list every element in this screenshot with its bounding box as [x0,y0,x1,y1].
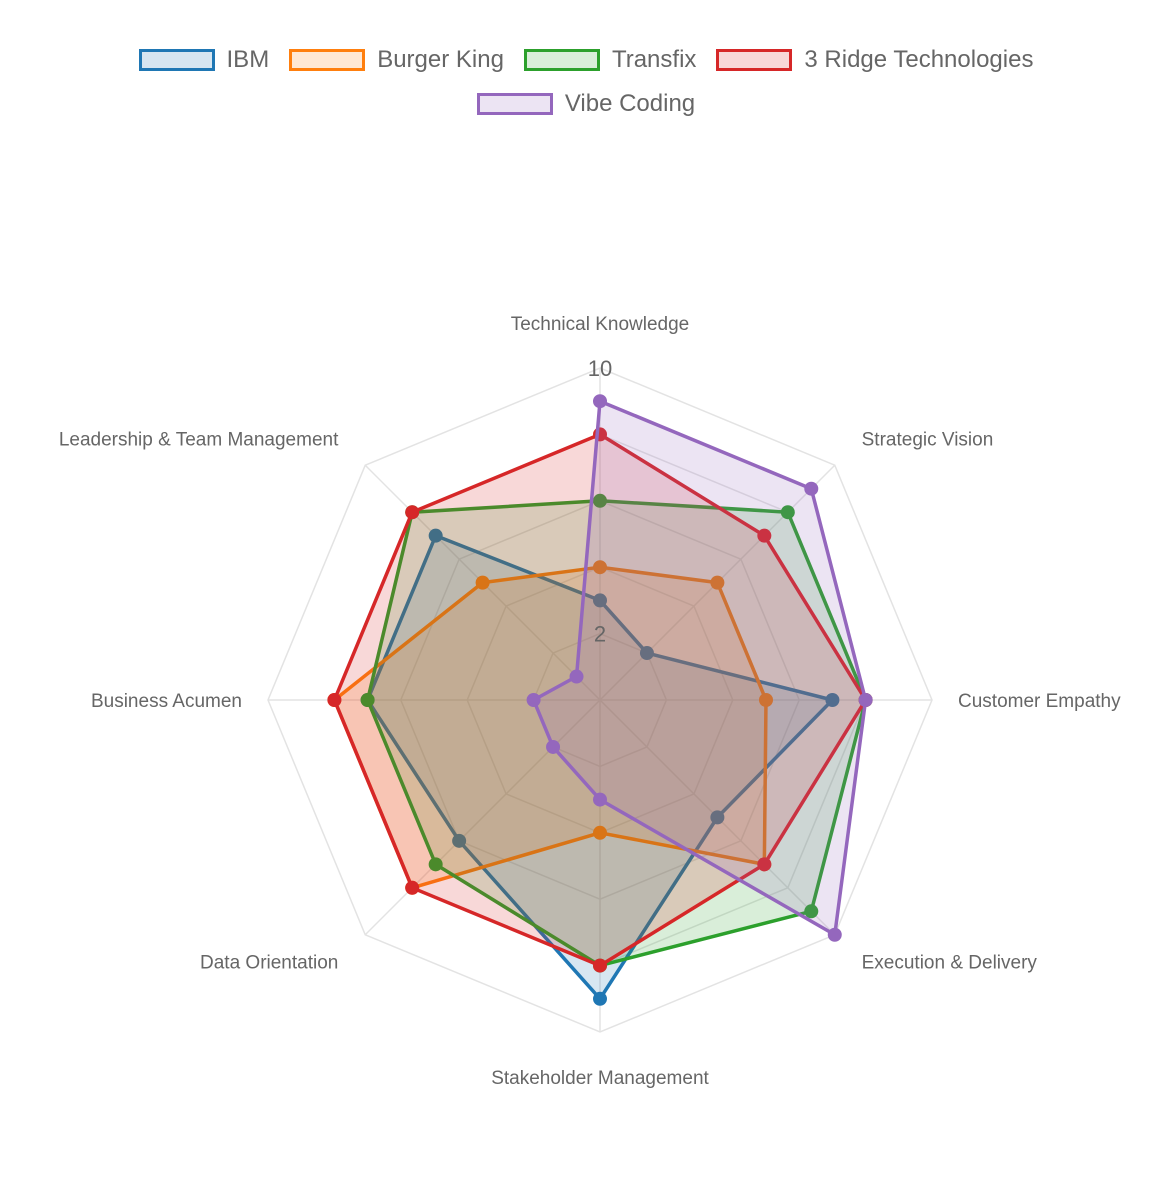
point-burger-king-stakeholder-management[interactable] [593,825,607,840]
point-3-ridge-technologies-stakeholder-management[interactable] [593,958,607,973]
radar-axis-labels: Technical Knowledge Strategic Vision Custo… [59,314,1121,1089]
legend-item-3-ridge-technologies[interactable]: 3 Ridge Technologies [716,46,1033,74]
point-vibe-coding-execution-and-delivery[interactable] [827,927,842,942]
legend-label-burger-king: Burger King [377,46,504,73]
radar-series [327,394,873,1006]
legend-swatch-burger-king [289,49,366,71]
point-transfix-business-acumen[interactable] [360,693,375,707]
radar-ticks: 2 10 [588,356,612,647]
point-burger-king-leadership-and-team-management[interactable] [475,575,490,590]
legend-row-2: Vibe Coding [0,82,1172,126]
point-vibe-coding-strategic-vision[interactable] [804,481,819,496]
legend-item-vibe-coding[interactable]: Vibe Coding [476,90,696,118]
point-ibm-strategic-vision[interactable] [639,646,654,661]
axis-label-stakeholder-management: Stakeholder Management [491,1068,709,1089]
point-ibm-customer-empathy[interactable] [825,693,840,707]
legend-swatch-transfix [523,49,600,71]
legend-swatch-3-ridge-technologies [716,49,793,71]
point-burger-king-strategic-vision[interactable] [710,575,725,590]
legend: IBM Burger King Transfix 3 Ridge Technol… [0,38,1172,126]
legend-row-1: IBM Burger King Transfix 3 Ridge Technol… [0,38,1172,82]
point-transfix-execution-and-delivery[interactable] [804,904,819,919]
legend-label-3-ridge-technologies: 3 Ridge Technologies [804,46,1034,73]
axis-label-leadership-and-team-management: Leadership & Team Management [59,429,339,450]
series-vibe-coding [526,394,873,942]
grid-spoke-data-orientation [364,699,601,936]
axis-label-data-orientation: Data Orientation [200,953,338,974]
legend-label-vibe-coding: Vibe Coding [564,90,696,117]
point-3-ridge-technologies-leadership-and-team-management[interactable] [405,505,420,520]
point-ibm-execution-and-delivery[interactable] [710,810,725,825]
tick-label-10: 10 [588,356,612,381]
point-ibm-technical-knowledge[interactable] [593,593,607,608]
legend-swatch-vibe-coding [476,93,553,115]
point-vibe-coding-leadership-and-team-management[interactable] [569,669,584,684]
point-ibm-stakeholder-management[interactable] [593,991,607,1006]
legend-item-burger-king[interactable]: Burger King [289,46,504,74]
point-vibe-coding-data-orientation[interactable] [546,739,561,754]
point-ibm-data-orientation[interactable] [452,833,467,848]
point-3-ridge-technologies-business-acumen[interactable] [327,693,342,707]
point-3-ridge-technologies-data-orientation[interactable] [405,880,420,895]
point-transfix-technical-knowledge[interactable] [593,493,607,508]
tick-label-2: 2 [594,622,606,647]
axis-label-technical-knowledge: Technical Knowledge [511,314,690,335]
axis-label-strategic-vision: Strategic Vision [862,429,994,450]
point-3-ridge-technologies-strategic-vision[interactable] [757,528,772,543]
legend-label-transfix: Transfix [611,46,697,73]
point-vibe-coding-customer-empathy[interactable] [858,693,873,707]
point-burger-king-customer-empathy[interactable] [759,693,773,707]
legend-label-ibm: IBM [226,46,270,73]
point-ibm-leadership-and-team-management[interactable] [428,528,443,543]
point-transfix-data-orientation[interactable] [428,857,443,872]
axis-label-execution-and-delivery: Execution & Delivery [862,953,1038,974]
series-3-ridge-technologies [327,427,873,973]
point-transfix-strategic-vision[interactable] [780,505,795,520]
legend-swatch-ibm [138,49,215,71]
axis-label-business-acumen: Business Acumen [91,691,242,712]
legend-item-ibm[interactable]: IBM [138,46,270,74]
point-vibe-coding-business-acumen[interactable] [526,693,541,707]
point-burger-king-technical-knowledge[interactable] [593,560,607,575]
point-vibe-coding-technical-knowledge[interactable] [593,394,607,409]
legend-item-transfix[interactable]: Transfix [523,46,697,74]
point-3-ridge-technologies-execution-and-delivery[interactable] [757,857,772,872]
axis-label-customer-empathy: Customer Empathy [958,691,1121,712]
point-vibe-coding-stakeholder-management[interactable] [593,792,607,807]
